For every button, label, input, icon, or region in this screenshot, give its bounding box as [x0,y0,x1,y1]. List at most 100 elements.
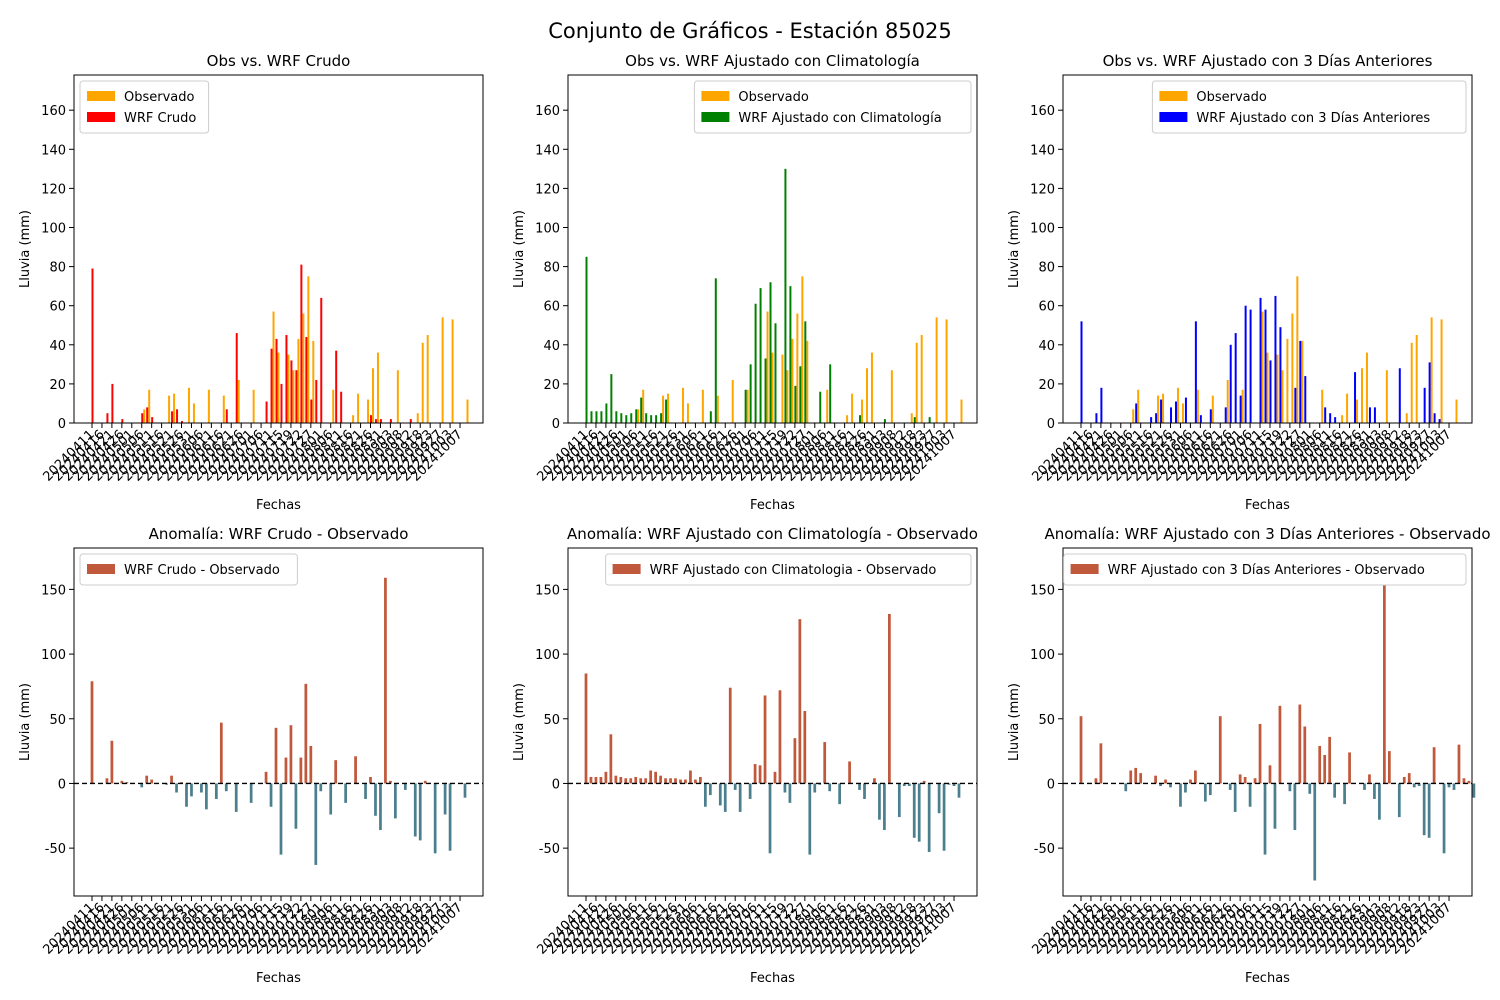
anomaly-bar [838,783,842,805]
bar-observado [1137,389,1140,423]
bar-observado [1440,319,1443,423]
anomaly-bar [1472,783,1476,798]
bar-wrf [146,407,149,423]
anomaly-bar [922,780,926,784]
anomaly-bar [927,783,931,853]
anomaly-bar [279,783,283,855]
bar-observado [187,387,190,423]
y-tick-label: 150 [41,583,66,598]
y-tick-label: 20 [1038,378,1055,393]
bar-wrf [1354,372,1357,423]
legend: WRF Ajustado con Climatologia - Observad… [605,553,972,586]
y-tick-label: 0 [552,777,560,792]
bar-observado [642,389,645,423]
anomaly-bar [1184,783,1187,793]
anomaly-bar [1238,774,1242,784]
bar-observado [662,395,665,423]
bar-wrf [320,297,323,423]
anomaly-bar [389,780,392,784]
bar-wrf [769,282,772,423]
anomaly-bar [448,783,452,851]
bar-wrf [1194,321,1197,423]
anomaly-bar [942,783,946,851]
bar-wrf [1234,333,1237,423]
anomaly-bar [1263,783,1267,855]
bar-wrf [650,415,653,423]
bar-observado [945,319,948,423]
anomaly-bar [1233,783,1237,812]
bar-wrf [181,421,184,423]
anomaly-bar [878,783,881,820]
y-tick-label: 150 [1030,583,1055,598]
bar-wrf [1150,417,1153,423]
anomaly-bar [1208,783,1212,796]
anomaly-bar [1154,775,1157,784]
plot-frame [1062,547,1473,897]
anomaly-bar [1343,783,1346,805]
bar-observado [371,368,374,423]
x-axis-label: Fechas [750,971,795,986]
bar-wrf [1244,305,1247,423]
anomaly-bar [354,756,357,784]
y-tick-label: 60 [49,300,66,315]
bar-observado [910,413,913,423]
anomaly-bar [443,783,447,815]
anomaly-bar [753,764,757,784]
bar-wrf [1438,419,1441,423]
legend: WRF Ajustado con 3 Días Anteriores - Obs… [1063,553,1467,586]
anomaly-bar [304,683,308,784]
anomaly-bar [1228,783,1232,790]
anomaly-bar [90,681,94,784]
legend-swatch [87,112,115,122]
legend-label: WRF Ajustado con Climatología [738,111,941,126]
bar-observado [935,317,938,423]
bar-wrf [1264,309,1267,423]
bar-observado [846,415,849,423]
x-axis-label: Fechas [750,498,795,513]
anomaly-bar [748,783,752,799]
legend: WRF Crudo - Observado [79,553,298,586]
anomaly-bar [214,783,218,799]
anomaly-bar [897,783,901,818]
anomaly-bar [1194,770,1197,784]
anomaly-bar [274,727,278,784]
anomaly-bar [708,783,712,796]
anomaly-bar [344,783,348,803]
bar-wrf [370,415,372,423]
bar-wrf [1398,368,1401,423]
bar-observado [168,395,171,423]
bar-wrf [235,333,238,423]
bar-wrf [665,399,668,423]
anomaly-bar [1293,783,1297,831]
anomaly-bar [669,778,672,784]
anomaly-bar [674,778,677,784]
anomaly-bar [1333,783,1337,798]
bar-observado [466,399,469,423]
anomaly-bar [1457,744,1461,784]
bar-wrf [635,409,638,423]
anomaly-bar [1348,752,1351,784]
anomaly-bar [1243,776,1247,784]
bar-observado [1296,276,1299,423]
bar-observado [1196,389,1199,423]
bar-wrf [285,335,288,423]
bar-observado [1266,352,1269,423]
bar-wrf [1294,387,1297,423]
legend-label: WRF Crudo [124,111,196,126]
bar-observado [421,342,424,423]
bar-wrf [1100,387,1103,423]
bar-observado [1346,393,1349,423]
bar-wrf [1229,344,1232,423]
y-tick-label: 140 [535,143,560,158]
bar-wrf [829,364,832,423]
bar-wrf [754,303,757,423]
plot-frame [567,547,978,897]
bar-wrf [630,413,633,423]
bar-wrf [784,168,787,423]
anomaly-bar [803,711,807,784]
y-tick-label: 150 [535,583,560,598]
anomaly-bar [1268,765,1272,784]
anomaly-bar [403,783,407,790]
anomaly-bar [1383,579,1386,784]
anomaly-bar [150,779,154,784]
